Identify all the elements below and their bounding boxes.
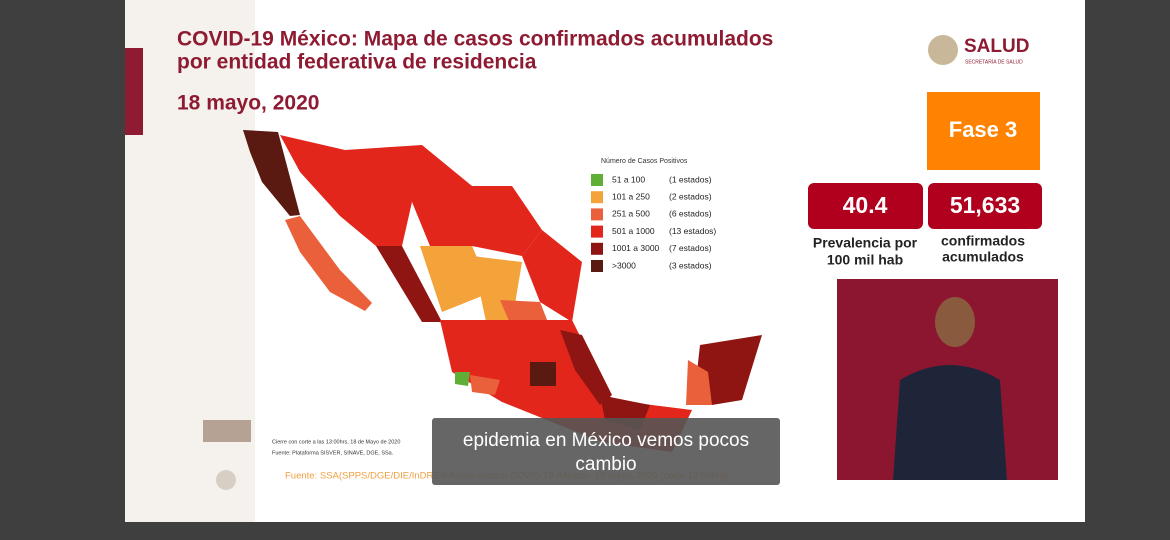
caption: cambio: [575, 454, 636, 475]
legend-swatch: [591, 208, 603, 221]
stat-label: confirmados: [941, 233, 1025, 249]
state: [345, 145, 472, 246]
state: [376, 246, 442, 322]
legend-swatch: [591, 242, 603, 255]
stat-value: 40.4: [843, 192, 888, 218]
logo-image: [203, 420, 251, 442]
legend-range: 51 a 100: [612, 174, 645, 184]
logo-name: SALUD: [964, 36, 1029, 57]
logo-subtitle: SECRETARÍA DE SALUD: [965, 58, 1023, 65]
legend-swatch: [591, 225, 603, 238]
note: Fuente: Plataforma SISVER, SINAVE, DGE, …: [272, 450, 394, 456]
stat-label: acumulados: [942, 249, 1024, 265]
state: [280, 135, 412, 246]
legend-swatch: [591, 260, 603, 272]
title-line: por entidad federativa de residencia: [177, 51, 537, 74]
stat-label: 100 mil hab: [827, 252, 903, 268]
caption: epidemia en México vemos pocos: [463, 430, 749, 451]
state: [243, 130, 300, 216]
state: [697, 335, 762, 405]
title-line: COVID-19 México: Mapa de casos confirmad…: [177, 28, 773, 51]
legend-count: (6 estados): [669, 209, 712, 219]
legend-range: >3000: [612, 260, 636, 270]
legend-swatch: [591, 174, 603, 186]
emblem: [216, 470, 236, 490]
legend-count: (2 estados): [669, 191, 712, 201]
date: 18 mayo, 2020: [177, 92, 319, 115]
phase: Fase 3: [949, 117, 1018, 142]
legend-count: (3 estados): [669, 260, 712, 270]
legend-title: Número de Casos Positivos: [601, 158, 688, 165]
state: [470, 375, 500, 395]
legend-range: 101 a 250: [612, 191, 650, 201]
legend-count: (7 estados): [669, 243, 712, 253]
logo-emblem: [928, 35, 958, 65]
legend: 51 a 100 (1 estados) 101 a 250 (2 estados) 2…: [591, 174, 716, 272]
caption-box: [432, 418, 780, 485]
stat-value: 51,633: [950, 192, 1020, 218]
slide-tab: [125, 48, 143, 135]
state: [472, 186, 542, 256]
note: Cierre con corte a las 13:00hrs, 18 de M…: [272, 439, 400, 445]
state: [285, 216, 372, 311]
interpreter-body: [893, 365, 1007, 480]
legend-range: 501 a 1000: [612, 226, 655, 236]
state: [522, 230, 582, 322]
legend-count: (1 estados): [669, 174, 712, 184]
slide-pattern: [125, 0, 255, 522]
phase-box: [927, 92, 1040, 170]
state: [455, 372, 470, 386]
state: [560, 330, 612, 405]
legend-range: 1001 a 3000: [612, 243, 660, 253]
interpreter-head: [935, 297, 975, 347]
stat-box: [808, 183, 923, 229]
legend-range: 251 a 500: [612, 209, 650, 219]
stat-label: Prevalencia por: [813, 235, 918, 251]
stat-box: [928, 183, 1042, 229]
state: [530, 362, 556, 386]
state: [686, 360, 712, 405]
legend-count: (13 estados): [669, 226, 716, 236]
legend-swatch: [591, 191, 603, 204]
